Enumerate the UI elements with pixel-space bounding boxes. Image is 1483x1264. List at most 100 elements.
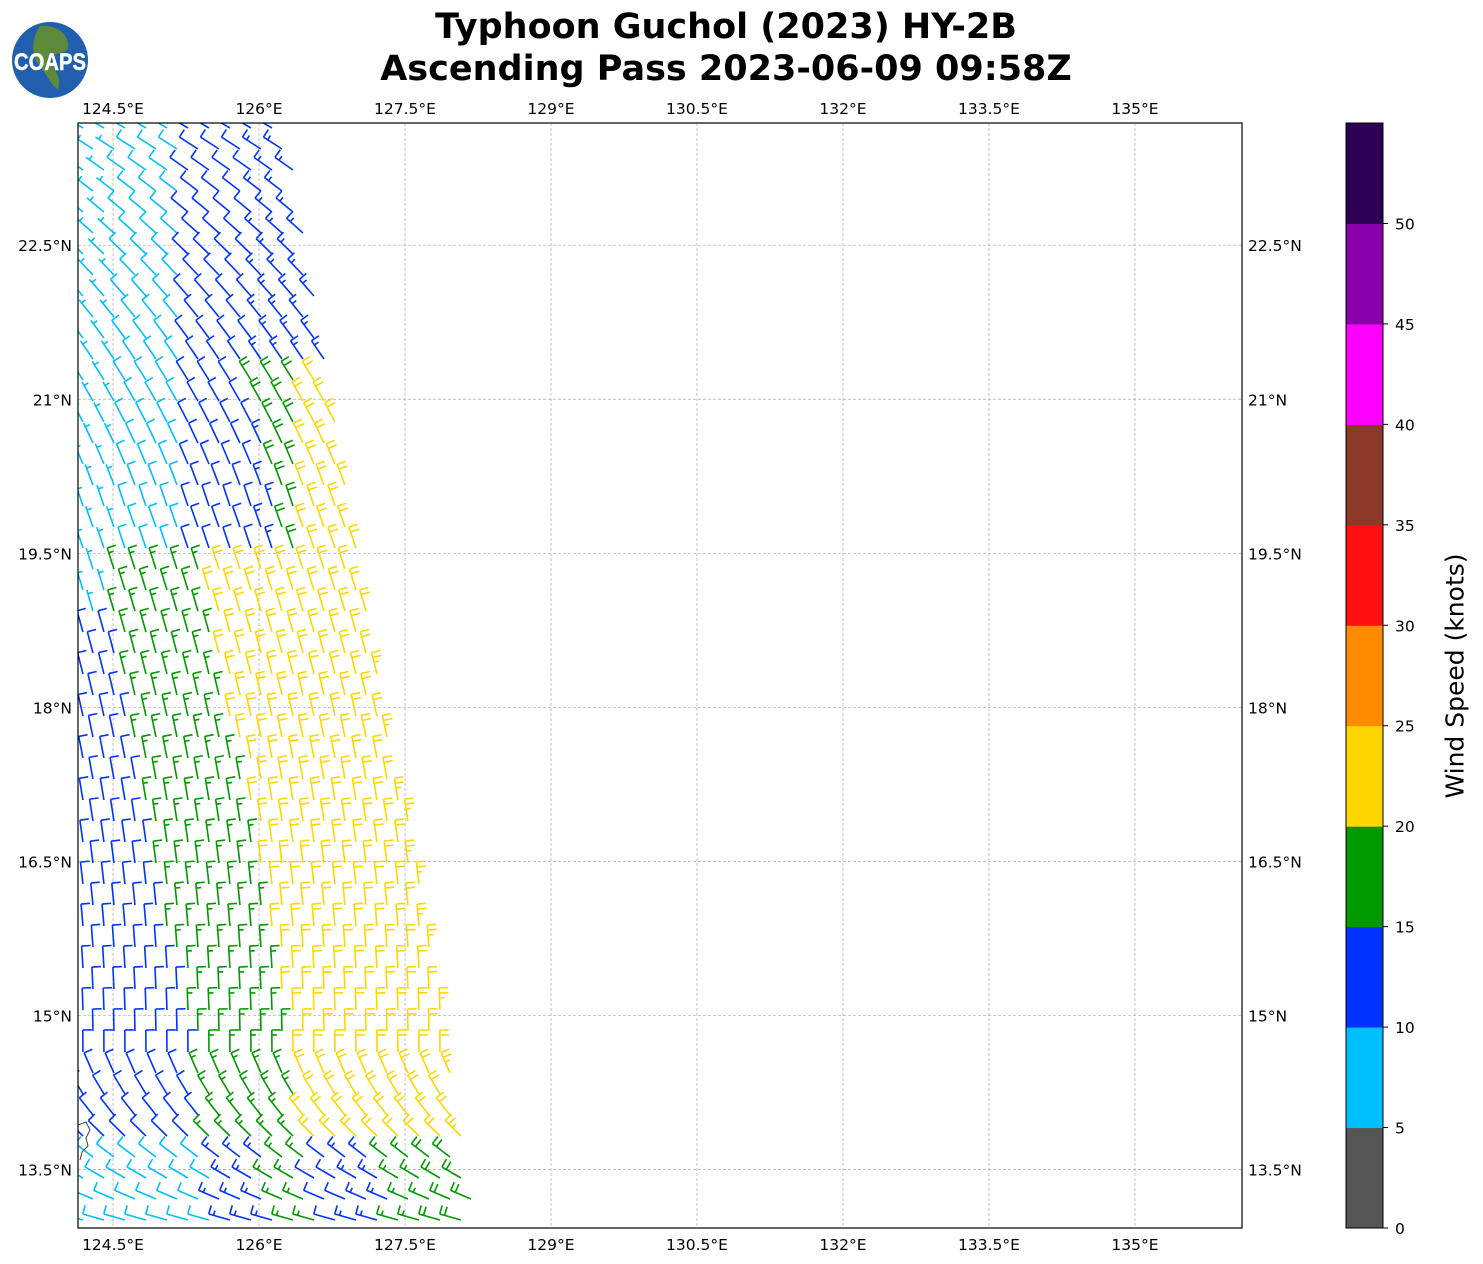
wind-barb: [300, 923, 311, 948]
wind-barb: [224, 691, 236, 717]
wind-barb: [280, 1008, 291, 1032]
wind-barb: [107, 190, 126, 213]
wind-barb: [234, 712, 246, 738]
wind-barb: [108, 712, 119, 738]
wind-barb: [90, 319, 105, 339]
wind-barb: [252, 460, 262, 486]
wind-barb: [78, 1069, 84, 1095]
wind-barb: [393, 776, 405, 801]
wind-barb: [78, 649, 87, 675]
wind-barb: [329, 691, 341, 717]
wind-barb: [78, 362, 84, 381]
wind-barb: [306, 523, 318, 549]
wind-barb: [351, 776, 363, 801]
wind-barb: [132, 314, 147, 339]
wind-barb: [138, 481, 148, 507]
wind-barb: [179, 170, 199, 192]
wind-barb: [134, 1181, 157, 1200]
wind-barb: [213, 1113, 231, 1137]
wind-barb: [157, 129, 178, 150]
wind-barb: [175, 1008, 186, 1032]
wind-barb: [292, 418, 305, 444]
wind-barb: [180, 523, 190, 549]
wind-barb: [264, 565, 276, 591]
wind-barb: [99, 776, 110, 801]
wind-barb: [371, 733, 383, 759]
wind-barb: [324, 397, 336, 423]
wind-barb: [112, 1069, 126, 1095]
wind-barb: [183, 776, 194, 801]
wind-barb: [185, 944, 196, 969]
wind-barb: [222, 565, 234, 591]
wind-barb: [168, 1158, 189, 1179]
wind-barb: [157, 439, 168, 465]
wind-barb: [211, 586, 224, 612]
wind-barb: [263, 1135, 283, 1158]
wind-barb: [301, 355, 315, 381]
wind-barb: [264, 523, 274, 549]
wind-barb: [98, 257, 115, 276]
wind-barb: [78, 216, 94, 234]
wind-barb: [83, 1048, 94, 1074]
wind-barb: [368, 1135, 388, 1158]
colorbar-tick-label: 20: [1395, 818, 1415, 836]
wind-barb: [423, 1113, 441, 1137]
wind-barb: [294, 1158, 315, 1179]
wind-barb: [277, 272, 294, 297]
wind-barb: [328, 649, 340, 675]
wind-barb: [187, 418, 199, 444]
wind-barb: [305, 1135, 325, 1158]
wind-barb: [314, 1048, 326, 1074]
wind-barb: [158, 1135, 178, 1158]
wind-barb: [96, 526, 105, 549]
wind-barb: [294, 502, 307, 528]
wind-barb: [208, 1205, 231, 1221]
wind-barb: [232, 586, 245, 612]
wind-barb: [256, 272, 273, 297]
wind-barb: [257, 839, 268, 864]
wind-barb: [194, 881, 205, 906]
wind-barb: [237, 314, 252, 339]
wind-barb: [226, 335, 241, 360]
wind-barb: [407, 1181, 430, 1200]
wind-barb: [95, 1135, 115, 1158]
wind-barb: [117, 481, 127, 507]
wind-barb: [133, 1069, 147, 1095]
wind-barb: [364, 1069, 378, 1095]
wind-barb: [382, 797, 394, 822]
wind-barb: [193, 272, 210, 297]
wind-barb: [418, 1205, 441, 1221]
wind-barb: [78, 330, 84, 339]
wind-barb: [191, 628, 202, 654]
wind-barb: [166, 418, 178, 444]
wind-barb: [129, 1113, 147, 1137]
wind-barb: [273, 1158, 294, 1179]
wind-barb: [105, 464, 115, 486]
wind-barb: [163, 860, 174, 885]
colorbar-bin: [1346, 926, 1383, 1028]
wind-barb: [349, 649, 361, 675]
wind-barb: [309, 776, 321, 801]
wind-barb: [182, 252, 199, 276]
wind-barb: [119, 691, 130, 717]
wind-barb: [292, 1205, 315, 1221]
wind-barb: [232, 149, 252, 171]
wind-barb: [350, 733, 362, 759]
colorbar-tick-label: 50: [1395, 215, 1415, 233]
wind-barb: [190, 544, 201, 570]
wind-barb: [255, 670, 266, 696]
wind-barb: [82, 1205, 105, 1221]
wind-barb: [271, 1205, 294, 1221]
wind-barb: [203, 252, 220, 276]
wind-barb: [217, 965, 227, 990]
wind-barb: [130, 797, 141, 822]
wind-barb: [152, 881, 163, 906]
wind-barb: [393, 1091, 409, 1116]
wind-barb: [332, 944, 343, 969]
wind-barb: [298, 754, 309, 780]
wind-barb: [149, 628, 160, 654]
wind-barb: [339, 712, 351, 738]
wind-barb: [274, 544, 286, 570]
wind-barb: [116, 1135, 136, 1158]
wind-barb: [223, 649, 235, 675]
